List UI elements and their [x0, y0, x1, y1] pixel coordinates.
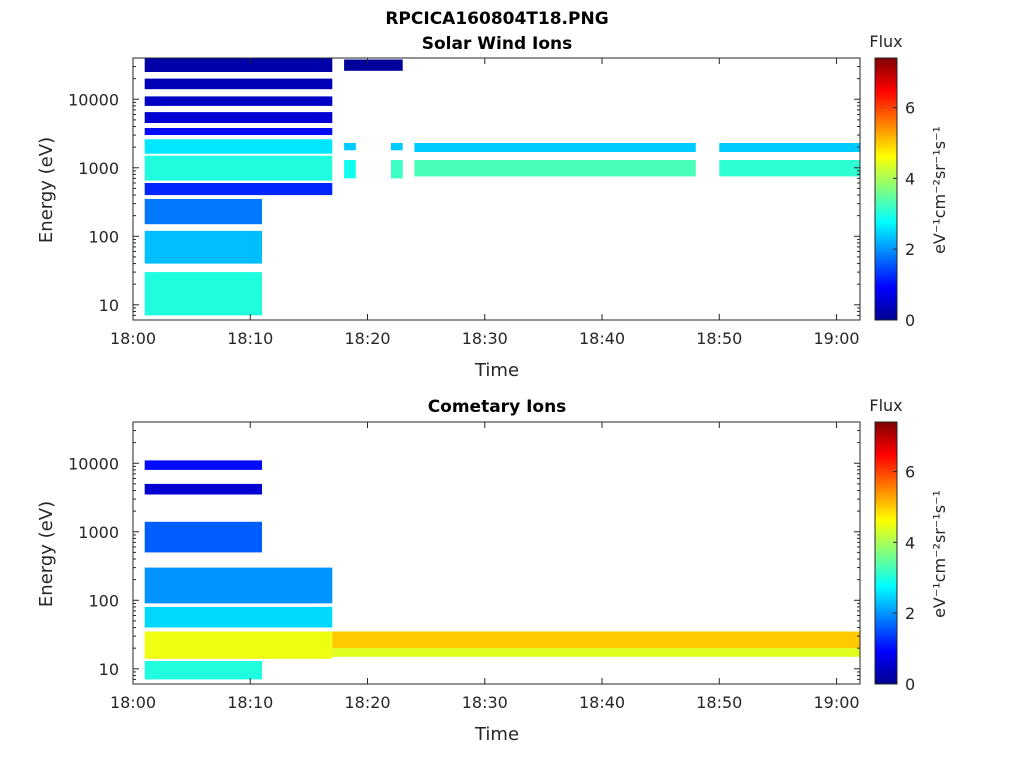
- y-tick-label: 10: [99, 660, 119, 679]
- panel-title: Cometary Ions: [428, 397, 567, 417]
- flux-cell: [414, 160, 696, 177]
- x-tick-label: 18:20: [344, 693, 390, 712]
- x-tick-label: 18:40: [579, 693, 625, 712]
- flux-cell: [391, 143, 403, 151]
- colorbar-tick-label: 0: [905, 311, 915, 330]
- y-tick-label: 1000: [78, 523, 119, 542]
- colorbar-ticks: 0 2 4 6: [893, 99, 915, 330]
- x-tick-label: 18:50: [696, 329, 742, 348]
- x-axis-label: Time: [474, 724, 519, 745]
- flux-cell: [719, 143, 860, 152]
- colorbar-gradient: [874, 421, 898, 685]
- colorbar: Flux 0 2 4 6 eV⁻¹cm⁻²sr⁻¹s⁻¹: [869, 396, 949, 694]
- colorbar-gradient: [874, 57, 898, 321]
- flux-cell: [344, 59, 403, 71]
- x-tick-label: 18:30: [462, 329, 508, 348]
- axis-ticks: 18:00 18:10 18:20 18:30 18:40 18:50 19:00 10 100…: [68, 421, 860, 712]
- x-tick-label: 18:50: [696, 693, 742, 712]
- flux-cell: [144, 183, 333, 196]
- flux-cell: [344, 160, 356, 179]
- flux-cell: [144, 272, 262, 316]
- x-axis-label: Time: [474, 360, 519, 381]
- plot-frame: [132, 421, 861, 685]
- flux-cell: [344, 143, 356, 151]
- flux-cell: [391, 160, 403, 179]
- y-axis-label: Energy (eV): [36, 501, 57, 607]
- heatmap-cells: [144, 460, 860, 680]
- colorbar-tick-label: 4: [905, 533, 915, 552]
- x-tick-label: 19:00: [813, 329, 859, 348]
- x-tick-label: 18:00: [110, 329, 156, 348]
- flux-cell: [719, 160, 860, 177]
- y-axis-label: Energy (eV): [36, 137, 57, 243]
- flux-cell: [332, 631, 860, 649]
- flux-cell: [144, 460, 262, 470]
- flux-cell: [144, 78, 333, 90]
- x-tick-label: 19:00: [813, 693, 859, 712]
- colorbar-title: Flux: [869, 32, 902, 51]
- flux-cell: [144, 155, 333, 181]
- colorbar-title: Flux: [869, 396, 902, 415]
- y-tick-label: 1000: [78, 159, 119, 178]
- flux-cell: [414, 143, 696, 152]
- colorbar-tick-label: 0: [905, 675, 915, 694]
- y-tick-label: 100: [88, 591, 119, 610]
- colorbar-tick-label: 2: [905, 604, 915, 623]
- flux-cell: [144, 58, 333, 72]
- colorbar-label: eV⁻¹cm⁻²sr⁻¹s⁻¹: [930, 126, 949, 254]
- x-tick-label: 18:20: [344, 329, 390, 348]
- flux-cell: [144, 606, 333, 628]
- colorbar: Flux 0 2 4 6 eV⁻¹cm⁻²sr⁻¹s⁻¹: [869, 32, 949, 330]
- flux-cell: [144, 230, 262, 264]
- y-tick-label: 10000: [68, 454, 119, 473]
- y-tick-label: 100: [88, 227, 119, 246]
- colorbar-label: eV⁻¹cm⁻²sr⁻¹s⁻¹: [930, 490, 949, 618]
- flux-cell: [144, 199, 262, 225]
- flux-cell: [144, 128, 333, 135]
- colorbar-tick-label: 6: [905, 99, 915, 118]
- y-tick-label: 10: [99, 296, 119, 315]
- x-tick-label: 18:30: [462, 693, 508, 712]
- heatmap-cells: [144, 58, 860, 316]
- flux-cell: [144, 661, 262, 680]
- colorbar-ticks: 0 2 4 6: [893, 463, 915, 694]
- flux-cell: [144, 483, 262, 495]
- flux-cell: [144, 631, 333, 659]
- panel-title: Solar Wind Ions: [422, 34, 573, 54]
- colorbar-tick-label: 2: [905, 240, 915, 259]
- x-tick-label: 18:00: [110, 693, 156, 712]
- plot-frame: [132, 57, 861, 321]
- flux-cell: [332, 648, 860, 657]
- flux-cell: [144, 567, 333, 604]
- flux-cell: [144, 112, 333, 123]
- solar-wind-ions-panel: Solar Wind Ions 18:00 18:10 18:20 18:30 18:4…: [36, 32, 949, 381]
- flux-cell: [144, 139, 333, 154]
- x-tick-label: 18:10: [227, 693, 273, 712]
- flux-cell: [144, 96, 333, 106]
- axis-ticks: 18:00 18:10 18:20 18:30 18:40 18:50 19:00 10 100…: [68, 57, 860, 348]
- y-tick-label: 10000: [68, 90, 119, 109]
- x-tick-label: 18:40: [579, 329, 625, 348]
- figure-title: RPCICA160804T18.PNG: [385, 9, 608, 29]
- flux-cell: [144, 521, 262, 553]
- colorbar-tick-label: 6: [905, 463, 915, 482]
- colorbar-tick-label: 4: [905, 169, 915, 188]
- cometary-ions-panel: Cometary Ions 18:00 18:10 18:20 18:30 18:40 1…: [36, 396, 949, 745]
- x-tick-label: 18:10: [227, 329, 273, 348]
